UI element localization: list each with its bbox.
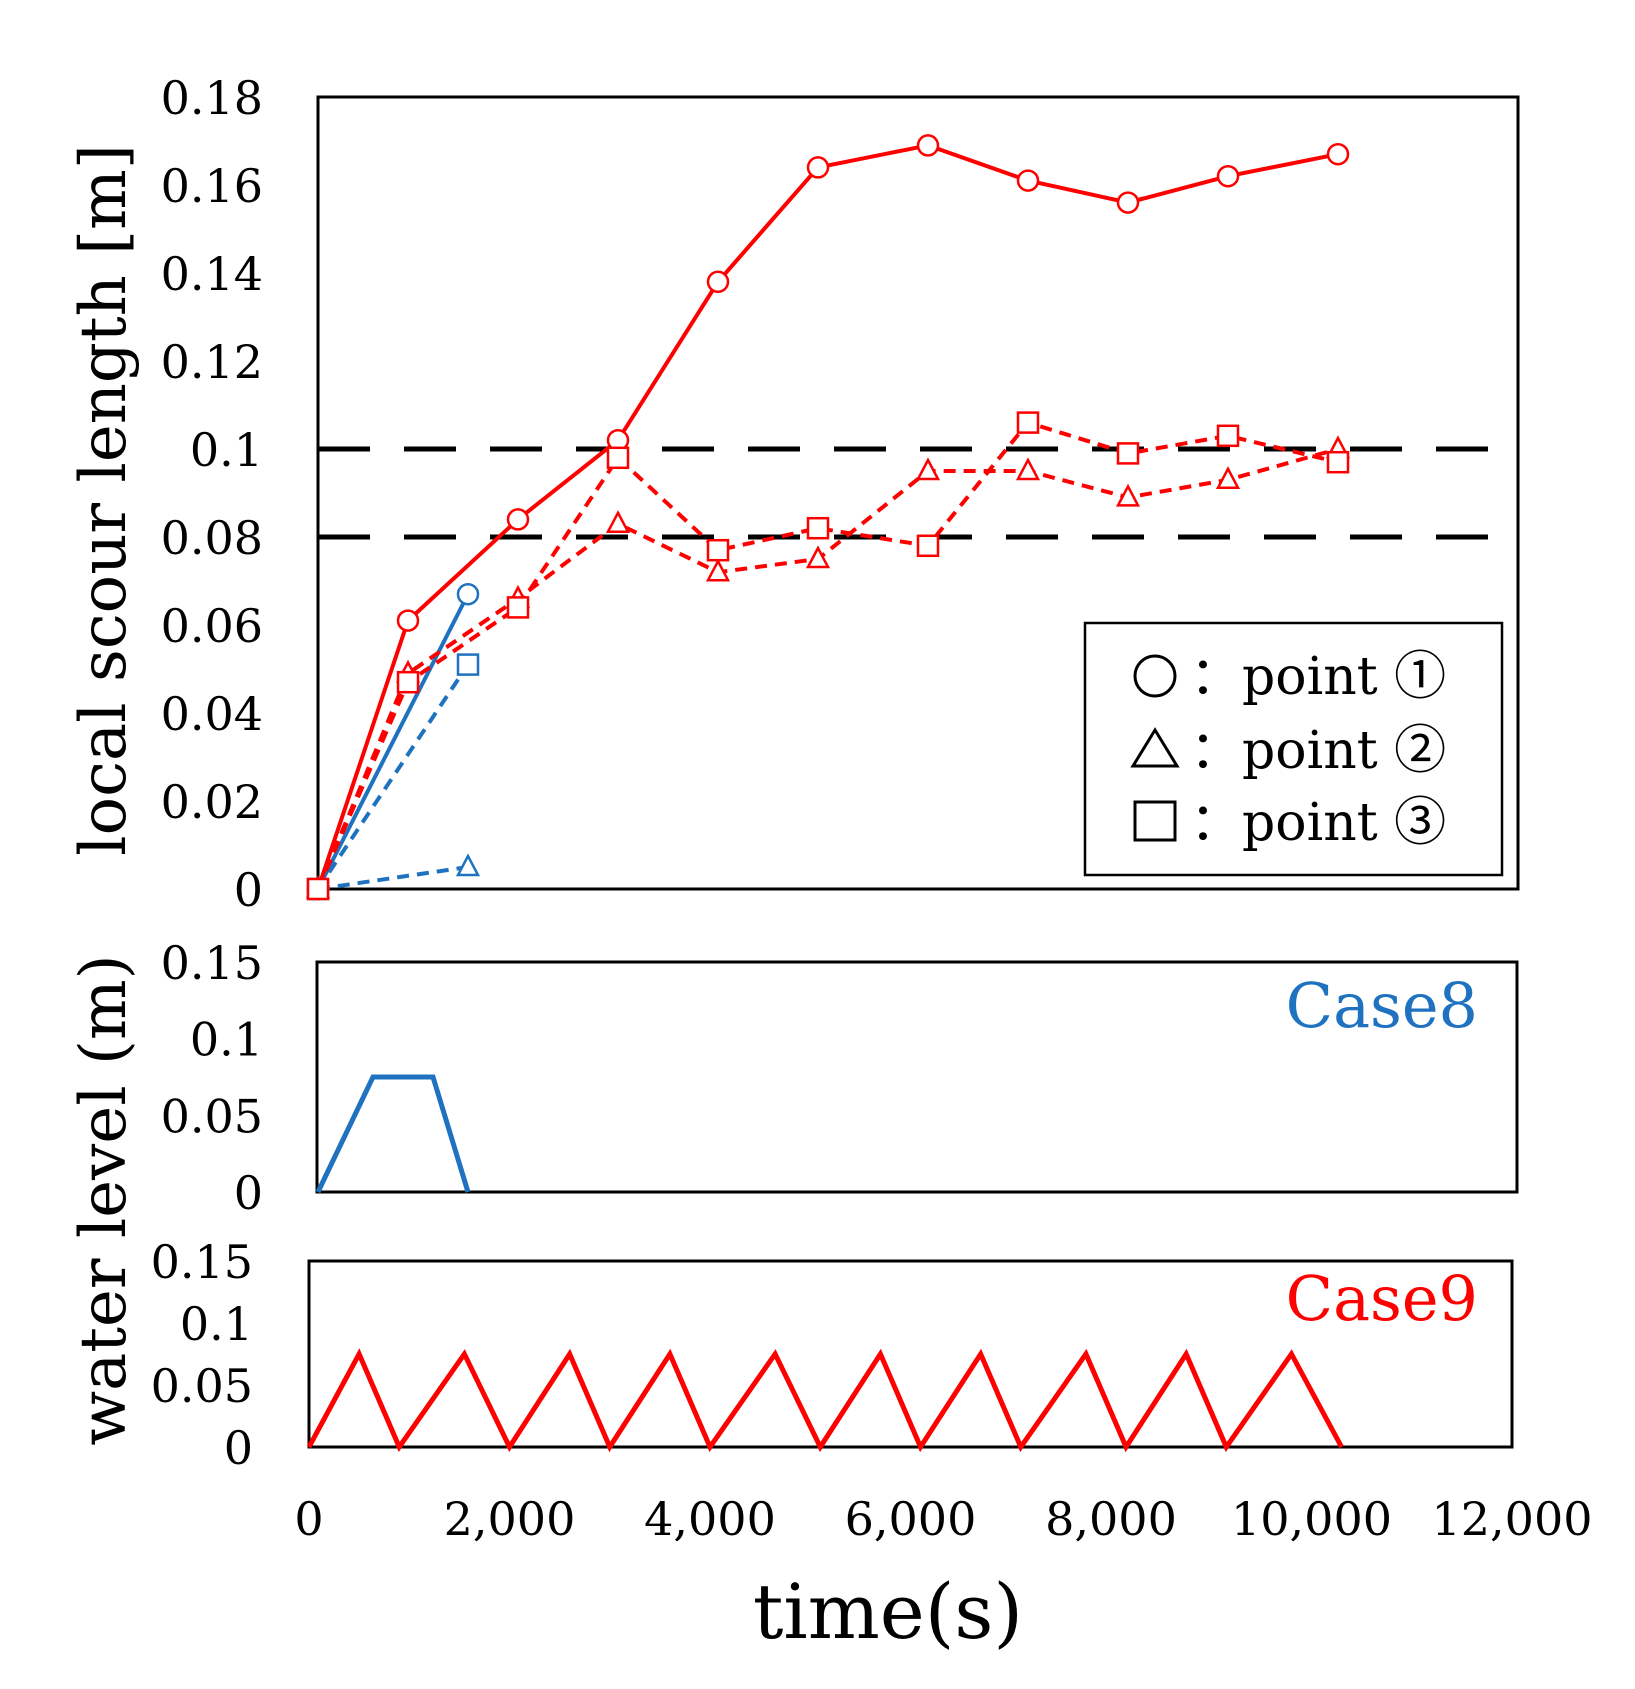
circle-marker — [1216, 164, 1240, 188]
circle-marker — [506, 508, 530, 531]
series-line — [316, 663, 470, 891]
case9-water-level-line — [306, 1348, 1344, 1453]
triangle-marker — [1115, 483, 1141, 507]
x-tick-labels: 0 2,000 4,000 6,000 8,000 10,000 12,000 — [294, 1492, 1592, 1546]
scour-y-tick-label: 0.02 — [161, 775, 263, 829]
scour-plot-frame — [316, 95, 1520, 891]
x-tick-label: 8,000 — [1045, 1492, 1177, 1546]
case8-plot-frame — [315, 960, 1519, 1194]
x-tick-label: 6,000 — [845, 1492, 977, 1546]
circle-marker — [396, 609, 420, 632]
scour-chart: 0 0.02 0.04 0.06 0.08 0.1 0.12 0.14 0.16 0.18 ：po… — [67, 71, 1520, 917]
case9-series-group — [306, 1348, 1344, 1453]
case9-y-tick-label: 0.15 — [151, 1235, 253, 1289]
case8-y-tick-label: 0.05 — [161, 1089, 263, 1143]
triangle-marker — [805, 545, 831, 569]
square-marker — [456, 653, 480, 676]
scour-y-tick-label: 0.18 — [161, 71, 263, 125]
scour-y-tick-label: 0.16 — [161, 159, 263, 213]
scour-y-tick-label: 0.1 — [190, 423, 263, 477]
scour-y-tick-label: 0.08 — [161, 511, 263, 565]
case8-chart: 0 0.05 0.1 0.15 Case8 — [161, 936, 1519, 1220]
series-line — [317, 865, 469, 891]
legend-box — [1083, 621, 1504, 877]
reference-lines — [318, 446, 1518, 540]
scour-y-tick-label: 0.14 — [161, 247, 263, 301]
x-tick-label: 4,000 — [644, 1492, 776, 1546]
case8-y-tick-label: 0 — [234, 1166, 263, 1220]
case8-water-level-line — [315, 1074, 471, 1194]
square-marker — [916, 534, 940, 558]
legend-circle-icon — [1133, 654, 1177, 698]
square-marker — [706, 538, 730, 562]
triangle-marker — [605, 510, 631, 534]
x-tick-label: 12,000 — [1432, 1492, 1593, 1546]
circle-marker — [456, 582, 480, 606]
case8-series-group — [315, 1074, 471, 1194]
circle-marker — [806, 156, 830, 179]
case9-y-tick-label: 0.05 — [151, 1359, 253, 1413]
legend: ：point ① ：point ② ：point ③ — [1083, 621, 1504, 877]
scour-y-tick-label: 0 — [234, 863, 263, 917]
square-marker — [606, 446, 630, 470]
scour-y-axis-label: local scour length [m] — [67, 144, 141, 856]
legend-label-point-2: ：point ② — [1190, 721, 1446, 781]
square-marker — [396, 670, 420, 694]
circle-marker — [1016, 169, 1040, 192]
scour-y-tick-labels: 0 0.02 0.04 0.06 0.08 0.1 0.12 0.14 0.16 0.18 — [161, 71, 263, 917]
case8-y-tick-labels: 0 0.05 0.1 0.15 — [161, 936, 263, 1220]
legend-square-icon — [1133, 800, 1177, 842]
legend-label-point-3: ：point ③ — [1190, 793, 1446, 853]
scour-y-tick-label: 0.12 — [161, 335, 263, 389]
x-tick-label: 0 — [294, 1492, 323, 1546]
triangle-marker — [1015, 457, 1041, 481]
triangle-marker — [705, 558, 731, 582]
case9-title: Case9 — [1286, 1262, 1478, 1335]
case9-y-tick-label: 0.1 — [180, 1297, 253, 1351]
scour-y-tick-label: 0.04 — [161, 687, 263, 741]
triangle-marker — [1215, 466, 1241, 490]
circle-marker — [706, 270, 730, 294]
case8-y-tick-label: 0.15 — [161, 936, 263, 990]
scour-series-group — [305, 134, 1351, 901]
x-tick-label: 10,000 — [1231, 1492, 1392, 1546]
case9-chart: 0 0.05 0.1 0.15 Case9 — [151, 1235, 1514, 1475]
circle-marker — [916, 134, 940, 157]
triangle-marker — [455, 853, 481, 877]
circle-marker — [1116, 191, 1140, 214]
square-marker — [1326, 450, 1350, 474]
x-tick-label: 2,000 — [444, 1492, 576, 1546]
square-marker — [1016, 411, 1040, 434]
case9-plot-frame — [307, 1259, 1514, 1449]
square-marker — [506, 596, 530, 619]
case8-y-tick-label: 0.1 — [190, 1013, 263, 1067]
legend-triangle-icon — [1130, 727, 1180, 768]
case8-title: Case8 — [1286, 969, 1478, 1042]
x-axis-label: time(s) — [753, 1567, 1023, 1656]
scour-y-tick-label: 0.06 — [161, 599, 263, 653]
water-level-y-axis-label: water level (m) — [67, 954, 141, 1445]
square-marker — [1116, 442, 1140, 465]
circle-marker — [1326, 142, 1350, 166]
square-marker — [1216, 424, 1240, 448]
case9-y-tick-labels: 0 0.05 0.1 0.15 — [151, 1235, 253, 1475]
case9-y-tick-label: 0 — [224, 1421, 253, 1475]
triangle-marker — [915, 457, 941, 481]
square-marker — [306, 877, 330, 901]
legend-label-point-1: ：point ① — [1190, 647, 1446, 707]
series-line — [316, 593, 470, 890]
square-marker — [806, 516, 830, 540]
series-line — [316, 420, 1339, 890]
